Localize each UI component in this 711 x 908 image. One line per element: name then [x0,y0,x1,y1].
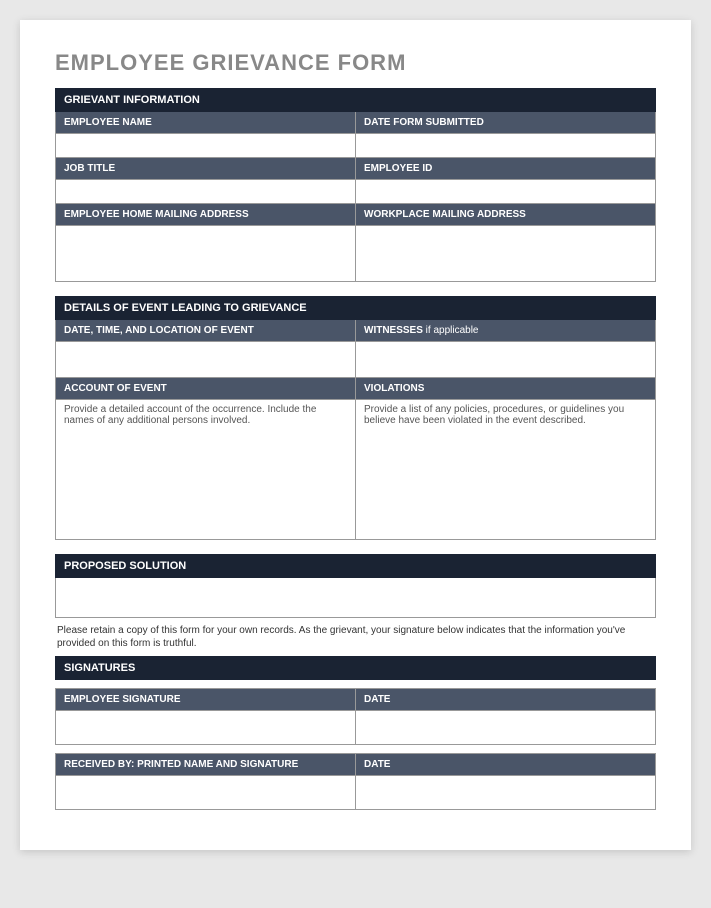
row-datetime-witnesses: DATE, TIME, AND LOCATION OF EVENT WITNES… [55,320,656,342]
label-date-submitted: DATE FORM SUBMITTED [355,112,656,134]
label-received-by: RECEIVED BY: PRINTED NAME AND SIGNATURE [55,753,355,776]
section-grievant-header: GRIEVANT INFORMATION [55,88,656,112]
input-employee-id[interactable] [355,180,656,204]
row-addresses-input [55,226,656,282]
violations-hint: Provide a list of any policies, procedur… [364,404,624,426]
row-datetime-witnesses-input [55,342,656,378]
input-home-address[interactable] [55,226,355,282]
label-witnesses: WITNESSES if applicable [355,320,656,342]
label-employee-id: EMPLOYEE ID [355,158,656,180]
input-signature-date1[interactable] [355,711,656,745]
row-received-by-input [55,776,656,810]
row-emp-signature: EMPLOYEE SIGNATURE DATE [55,688,656,711]
section-solution-header: PROPOSED SOLUTION [55,554,656,578]
row-job-id-input [55,180,656,204]
row-name-date-input [55,134,656,158]
account-hint: Provide a detailed account of the occurr… [64,404,316,426]
label-violations: VIOLATIONS [355,378,656,400]
label-account: ACCOUNT OF EVENT [55,378,355,400]
row-emp-signature-input [55,711,656,745]
input-job-title[interactable] [55,180,355,204]
label-signature-date1: DATE [355,688,656,711]
row-account-violations-body: Provide a detailed account of the occurr… [55,400,656,540]
input-violations[interactable]: Provide a list of any policies, procedur… [355,400,656,540]
input-account[interactable]: Provide a detailed account of the occurr… [55,400,355,540]
input-witnesses[interactable] [355,342,656,378]
row-job-id: JOB TITLE EMPLOYEE ID [55,158,656,180]
label-home-address: EMPLOYEE HOME MAILING ADDRESS [55,204,355,226]
input-received-by[interactable] [55,776,355,810]
input-employee-name[interactable] [55,134,355,158]
form-title: EMPLOYEE GRIEVANCE FORM [55,50,656,76]
row-name-date: EMPLOYEE NAME DATE FORM SUBMITTED [55,112,656,134]
witnesses-bold: WITNESSES [364,325,423,336]
label-employee-name: EMPLOYEE NAME [55,112,355,134]
witnesses-suffix: if applicable [423,325,479,336]
section-details-header: DETAILS OF EVENT LEADING TO GRIEVANCE [55,296,656,320]
label-job-title: JOB TITLE [55,158,355,180]
input-date-time-location[interactable] [55,342,355,378]
label-emp-signature: EMPLOYEE SIGNATURE [55,688,355,711]
label-date-time-location: DATE, TIME, AND LOCATION OF EVENT [55,320,355,342]
label-signature-date2: DATE [355,753,656,776]
section-signatures-header: SIGNATURES [55,656,656,680]
row-addresses: EMPLOYEE HOME MAILING ADDRESS WORKPLACE … [55,204,656,226]
input-date-submitted[interactable] [355,134,656,158]
row-account-violations-header: ACCOUNT OF EVENT VIOLATIONS [55,378,656,400]
input-emp-signature[interactable] [55,711,355,745]
label-workplace-address: WORKPLACE MAILING ADDRESS [355,204,656,226]
form-page: EMPLOYEE GRIEVANCE FORM GRIEVANT INFORMA… [20,20,691,850]
input-signature-date2[interactable] [355,776,656,810]
row-received-by: RECEIVED BY: PRINTED NAME AND SIGNATURE … [55,753,656,776]
input-workplace-address[interactable] [355,226,656,282]
input-proposed-solution[interactable] [55,578,656,618]
disclaimer-note: Please retain a copy of this form for yo… [55,618,656,656]
